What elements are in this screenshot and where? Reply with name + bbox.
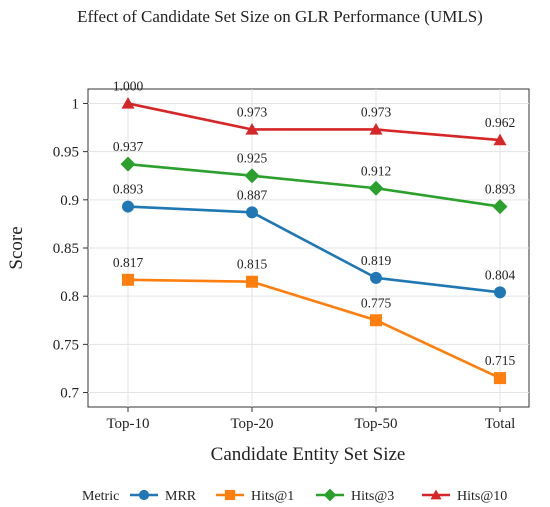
data-point [122, 273, 134, 286]
y-tick-label: 0.85 [53, 241, 79, 257]
series-line [127, 162, 501, 208]
legend-item: MRR [130, 489, 197, 504]
y-axis-label: Score [6, 226, 27, 269]
data-point [244, 168, 260, 184]
series-hits-1: 0.817 0.815 0.775 0.715 [113, 255, 516, 385]
chart-title: Effect of Candidate Set Size on GLR Perf… [77, 7, 483, 26]
legend-marker [138, 489, 150, 501]
data-label: 0.962 [485, 115, 515, 130]
data-point [370, 314, 382, 327]
y-tick-label: 0.7 [60, 386, 79, 402]
data-label: 0.715 [485, 353, 516, 368]
data-label: 0.937 [113, 139, 144, 154]
legend-items: MRR Hits@1 Hits@3 Hits@10 [130, 488, 507, 504]
data-point [370, 271, 382, 284]
data-label: 0.973 [361, 104, 392, 119]
legend-title: Metric [82, 489, 119, 504]
data-point [492, 199, 508, 215]
data-label: 0.893 [113, 182, 144, 197]
data-label: 0.817 [113, 255, 144, 270]
data-point [494, 286, 506, 299]
data-point [121, 96, 135, 109]
data-label: 0.887 [237, 187, 268, 202]
data-point [120, 156, 136, 172]
data-point [246, 206, 258, 219]
legend-item: Hits@3 [316, 488, 394, 504]
data-label: 0.804 [485, 267, 516, 282]
x-tick-label: Top-10 [106, 416, 149, 432]
y-tick-label: 0.75 [53, 337, 79, 353]
y-tick-label: 1 [72, 96, 80, 112]
legend-label: Hits@3 [351, 489, 394, 504]
legend-item: Hits@1 [216, 489, 294, 504]
series-line [127, 205, 501, 294]
data-point [369, 122, 383, 135]
series-line [127, 102, 501, 142]
y-tick-label: 0.95 [53, 145, 79, 161]
grid-lines [88, 89, 529, 407]
legend-item: Hits@10 [422, 489, 507, 504]
data-point [122, 200, 134, 213]
y-axis-ticks: 0.7 0.75 0.8 0.85 0.9 0.95 1 [53, 96, 88, 402]
legend-label: Hits@10 [457, 489, 507, 504]
series-hits-3: 0.937 0.925 0.912 0.893 [113, 139, 516, 215]
data-label: 0.815 [237, 257, 268, 272]
x-tick-label: Total [485, 416, 516, 432]
data-label: 0.925 [237, 151, 268, 166]
series-line [127, 278, 501, 380]
data-label: 0.912 [361, 163, 391, 178]
data-point [368, 180, 384, 196]
x-axis-ticks: Top-10 Top-20 Top-50 Total [106, 407, 515, 432]
data-point [493, 133, 507, 146]
x-tick-label: Top-20 [230, 416, 273, 432]
data-point [245, 122, 259, 135]
legend-marker [323, 488, 337, 502]
data-label: 0.973 [237, 104, 268, 119]
x-tick-label: Top-50 [354, 416, 397, 432]
y-tick-label: 0.9 [60, 193, 79, 209]
series-layer: 0.893 0.887 0.819 0.804 0.817 0.815 0.775 0.715… [113, 78, 516, 385]
y-tick-label: 0.8 [60, 289, 79, 305]
data-label: 0.775 [361, 295, 392, 310]
legend-label: Hits@1 [251, 489, 294, 504]
data-label: 0.893 [485, 182, 516, 197]
data-point [494, 372, 506, 385]
data-label: 1.000 [113, 78, 144, 93]
series-mrr: 0.893 0.887 0.819 0.804 [113, 182, 516, 299]
legend-label: MRR [165, 489, 197, 504]
plot-area: 0.7 0.75 0.8 0.85 0.9 0.95 1 Top-10 Top-20 Top-5… [53, 78, 530, 432]
x-axis-label: Candidate Entity Set Size [211, 444, 406, 465]
legend: Metric MRR Hits@1 Hits@3 Hits@10 [82, 488, 507, 504]
series-hits-10: 1.000 0.973 0.973 0.962 [113, 78, 515, 146]
legend-marker [224, 489, 236, 501]
data-point [246, 275, 258, 288]
data-label: 0.819 [361, 253, 392, 268]
legend-marker [430, 489, 442, 500]
